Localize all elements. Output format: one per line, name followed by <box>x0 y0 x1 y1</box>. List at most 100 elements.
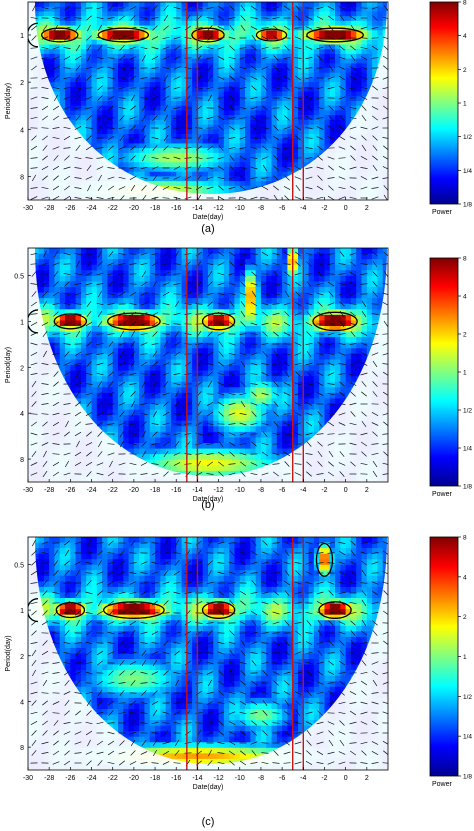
phase-arrow <box>142 154 146 162</box>
power-cell <box>133 376 140 383</box>
power-cell <box>59 49 66 55</box>
power-cell <box>118 404 124 411</box>
x-tick-label: -16 <box>171 205 181 212</box>
power-cell <box>223 124 230 130</box>
power-cell <box>70 359 77 366</box>
power-cell <box>149 448 156 455</box>
power-cell <box>128 331 135 338</box>
power-cell <box>128 129 135 135</box>
phase-arrow <box>218 125 224 131</box>
power-cell <box>123 72 130 79</box>
power-cell <box>223 185 230 192</box>
power-cell <box>112 331 119 338</box>
power-cell <box>202 115 209 121</box>
power-cell <box>80 30 87 36</box>
power-cell <box>54 331 61 338</box>
phase-arrow <box>349 66 357 70</box>
power-cell <box>59 337 66 344</box>
phase-arrow <box>41 97 49 99</box>
power-cell <box>213 82 220 88</box>
power-cell <box>96 63 103 69</box>
power-cell <box>234 134 241 140</box>
power-cell <box>298 91 304 97</box>
power-cell <box>70 376 77 383</box>
power-cell <box>112 298 119 305</box>
power-cell <box>340 110 347 116</box>
power-cell <box>223 167 230 173</box>
phase-arrow <box>130 155 136 161</box>
power-cell <box>345 16 352 22</box>
power-cell <box>197 298 204 305</box>
power-cell <box>229 124 236 130</box>
power-cell <box>192 134 199 140</box>
power-cell <box>165 398 172 405</box>
power-cell <box>218 134 225 140</box>
power-cell <box>33 11 40 17</box>
power-cell <box>86 119 93 126</box>
power-cell <box>112 348 119 355</box>
phase-arrow <box>261 17 269 19</box>
phase-arrow <box>96 116 104 120</box>
power-cell <box>239 176 246 182</box>
power-cell <box>192 39 199 46</box>
power-cell <box>176 171 183 178</box>
power-cell <box>308 148 315 154</box>
power-cell <box>139 259 146 266</box>
power-cell <box>54 68 61 74</box>
power-cell <box>123 298 130 305</box>
power-cell <box>107 124 114 130</box>
power-cell <box>149 303 156 310</box>
power-cell <box>202 181 209 187</box>
phase-arrow <box>261 185 269 191</box>
power-cell <box>260 152 267 159</box>
power-cell <box>192 110 199 116</box>
phase-arrow <box>129 27 137 29</box>
phase-arrow <box>41 66 49 70</box>
power-cell <box>118 426 124 433</box>
power-cell <box>102 39 109 46</box>
phase-arrow <box>294 176 302 180</box>
power-cell <box>160 77 167 83</box>
power-cell <box>144 298 151 305</box>
power-cell <box>170 91 177 97</box>
power-cell <box>139 124 146 130</box>
power-cell <box>186 96 193 102</box>
phase-arrow <box>30 96 38 100</box>
power-cell <box>245 72 251 79</box>
power-cell <box>38 49 45 55</box>
power-cell <box>102 409 109 416</box>
power-cell <box>298 110 304 116</box>
power-cell <box>319 20 326 27</box>
power-cell <box>80 110 87 116</box>
phase-arrow <box>349 126 357 130</box>
power-cell <box>133 77 140 83</box>
power-cell <box>303 91 310 97</box>
y-axis-label: Period(day) <box>5 83 12 119</box>
power-cell <box>33 270 40 277</box>
power-cell <box>133 448 140 455</box>
power-cell <box>33 248 40 255</box>
power-cell <box>133 68 140 74</box>
power-cell <box>361 82 368 88</box>
power-cell <box>139 44 146 50</box>
power-cell <box>213 138 220 145</box>
x-tick-label: -4 <box>300 205 306 212</box>
power-cell <box>292 143 299 149</box>
power-cell <box>59 11 66 17</box>
power-cell <box>165 415 172 422</box>
power-cell <box>366 53 373 60</box>
power-cell <box>118 253 124 260</box>
power-cell <box>112 420 119 427</box>
x-tick-label: -12 <box>214 205 224 212</box>
power-cell <box>49 6 56 13</box>
phase-arrow <box>294 106 302 110</box>
power-cell <box>144 134 151 140</box>
power-cell <box>186 281 193 288</box>
power-cell <box>155 58 161 64</box>
power-cell <box>80 292 87 299</box>
power-cell <box>123 370 130 377</box>
phase-arrow <box>272 146 280 150</box>
power-cell <box>155 11 161 17</box>
power-cell <box>345 96 352 102</box>
power-cell <box>160 138 167 145</box>
